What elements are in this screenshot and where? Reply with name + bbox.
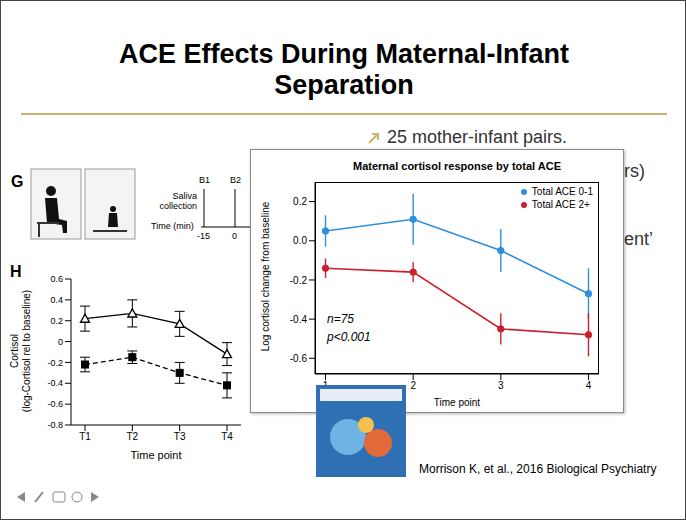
svg-text:T4: T4 bbox=[221, 431, 233, 442]
html-text:B1: B1 bbox=[199, 175, 210, 185]
svg-text:0.2: 0.2 bbox=[293, 196, 307, 207]
svg-text:3: 3 bbox=[498, 380, 504, 391]
svg-text:0: 0 bbox=[58, 337, 63, 347]
html-text:Total ACE 0-1: Total ACE 0-1 bbox=[531, 186, 593, 197]
html-text:n=75: n=75 bbox=[327, 312, 354, 326]
html-text:B2: B2 bbox=[230, 175, 241, 185]
html-text:0: 0 bbox=[232, 231, 237, 241]
svg-text:-0.2: -0.2 bbox=[290, 275, 308, 286]
svg-text:-0.2: -0.2 bbox=[47, 358, 63, 368]
html-text:Maternal cortisol response by: Maternal cortisol response by total ACE bbox=[353, 160, 561, 172]
svg-text:-0.8: -0.8 bbox=[47, 420, 63, 430]
html-text:Morrison K, et al., 2016 Biolo: Morrison K, et al., 2016 Biological Psyc… bbox=[419, 462, 657, 476]
svg-text:-0.4: -0.4 bbox=[290, 314, 308, 325]
html-text:Saliva collection: Saliva collection bbox=[159, 191, 197, 211]
svg-text:4: 4 bbox=[586, 380, 592, 391]
html-text:Log cortisol change from basel: Log cortisol change from baseline bbox=[259, 201, 271, 352]
html-text:Time (min): Time (min) bbox=[151, 221, 194, 231]
html-text:G: G bbox=[11, 173, 24, 190]
svg-text:T1: T1 bbox=[79, 431, 91, 442]
html-text:Cortisol: Cortisol bbox=[9, 334, 20, 368]
svg-text:2: 2 bbox=[410, 380, 416, 391]
svg-text:Time point: Time point bbox=[131, 449, 182, 461]
html-text:Total ACE 2+: Total ACE 2+ bbox=[531, 199, 590, 210]
html-text:rs): rs) bbox=[624, 161, 645, 181]
svg-text:0.0: 0.0 bbox=[293, 235, 307, 246]
svg-text:T3: T3 bbox=[174, 431, 186, 442]
svg-text:T2: T2 bbox=[126, 431, 138, 442]
svg-text:Time point: Time point bbox=[434, 397, 481, 408]
html-text:-15: -15 bbox=[197, 231, 210, 241]
svg-text:0.6: 0.6 bbox=[50, 274, 63, 284]
svg-text:0.4: 0.4 bbox=[50, 295, 63, 305]
svg-text:-0.4: -0.4 bbox=[47, 378, 63, 388]
html-text:H: H bbox=[10, 263, 22, 280]
html-text:p<0.001: p<0.001 bbox=[327, 330, 371, 344]
svg-text:-0.6: -0.6 bbox=[47, 399, 63, 409]
html-text:ent’: ent’ bbox=[624, 229, 653, 249]
svg-text:-0.6: -0.6 bbox=[290, 353, 308, 364]
svg-text:0.2: 0.2 bbox=[50, 316, 63, 326]
html-text:(log-Cortisol rel to baseline): (log-Cortisol rel to baseline) bbox=[21, 289, 32, 413]
html-text:25 mother-infant pairs.: 25 mother-infant pairs. bbox=[387, 127, 568, 147]
html-text:ACE Effects During Maternal-In: ACE Effects During Maternal-Infant bbox=[119, 39, 569, 69]
html-text:Separation: Separation bbox=[274, 70, 414, 100]
